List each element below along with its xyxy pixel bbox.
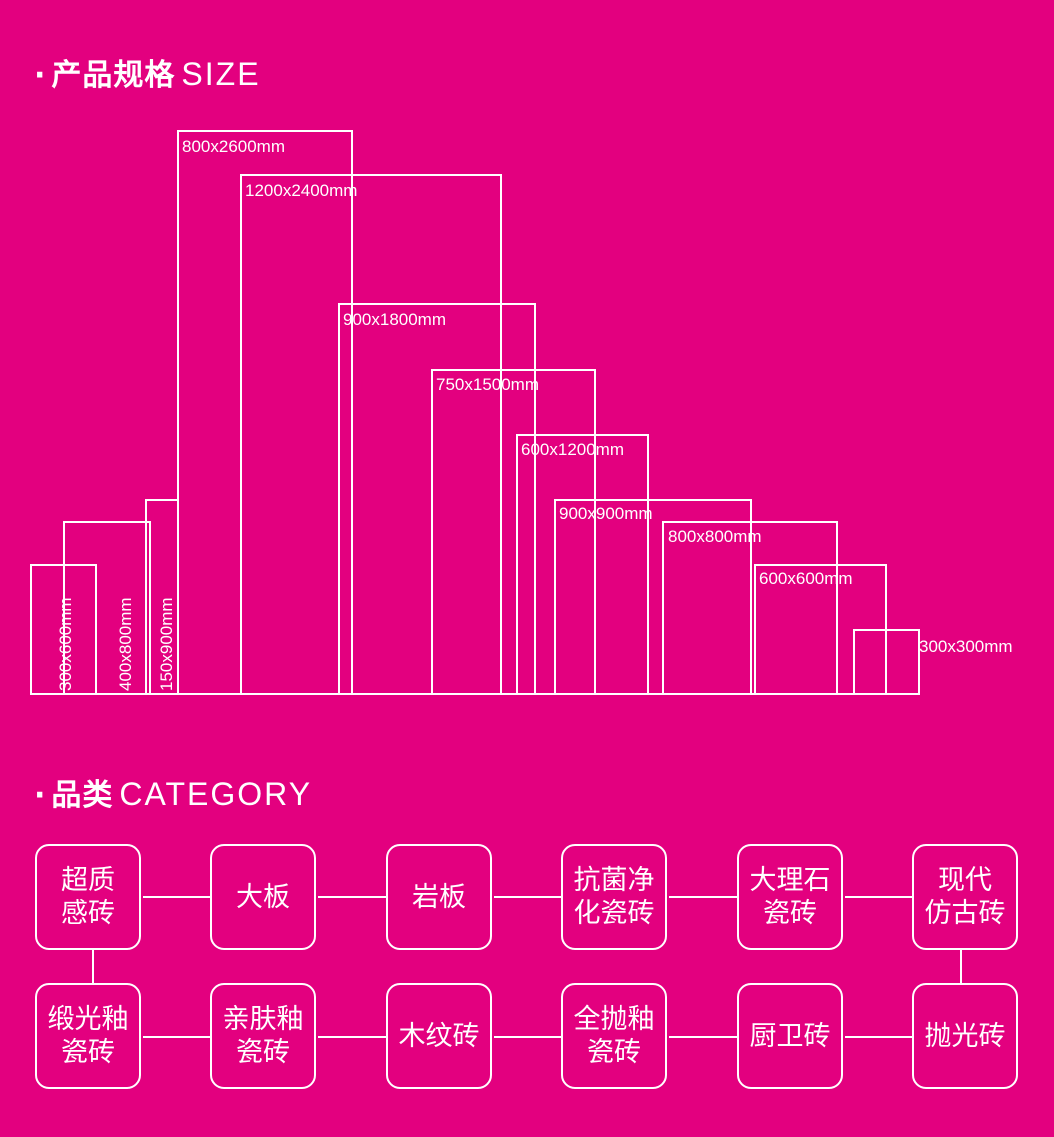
category-label: 大板 xyxy=(236,881,290,913)
tile-size-label: 600x1200mm xyxy=(521,440,624,459)
tile-size-label: 900x1800mm xyxy=(343,310,446,329)
tile-outline xyxy=(431,369,596,694)
category-box[interactable]: 厨卫砖 xyxy=(737,983,843,1089)
category-label: 亲肤釉 瓷砖 xyxy=(222,1004,304,1068)
size-title-en: SIZE xyxy=(181,56,261,92)
category-box[interactable]: 大板 xyxy=(210,844,316,950)
tile-size-label: 300x600mm xyxy=(56,597,75,691)
category-box[interactable]: 缎光釉 瓷砖 xyxy=(35,983,141,1089)
tile-outline xyxy=(338,303,536,694)
tile-size-label: 800x800mm xyxy=(668,527,762,546)
tile-size-label: 800x2600mm xyxy=(182,137,285,156)
tile-size-label: 1200x2400mm xyxy=(245,181,357,200)
category-label: 大理石 瓷砖 xyxy=(749,865,831,929)
category-box[interactable]: 岩板 xyxy=(386,844,492,950)
tile-size-label: 400x800mm xyxy=(116,597,135,691)
tile-outline xyxy=(662,521,838,694)
category-label: 全抛釉 瓷砖 xyxy=(573,1004,655,1068)
category-label: 厨卫砖 xyxy=(749,1020,831,1052)
category-box[interactable]: 超质 感砖 xyxy=(35,844,141,950)
category-box[interactable]: 全抛釉 瓷砖 xyxy=(561,983,667,1089)
tile-size-label: 150x900mm xyxy=(157,597,176,691)
size-section-title: · 产品规格 SIZE xyxy=(34,50,261,94)
category-box[interactable]: 木纹砖 xyxy=(386,983,492,1089)
category-title-zh: 品类 xyxy=(51,778,114,813)
size-title-bullet: · xyxy=(34,58,46,93)
category-box[interactable]: 大理石 瓷砖 xyxy=(737,844,843,950)
size-title-zh: 产品规格 xyxy=(51,58,176,93)
tile-size-label: 900x900mm xyxy=(559,504,653,523)
tile-outline xyxy=(63,521,151,694)
tile-size-label: 300x300mm xyxy=(919,637,1013,656)
tile-size-label: 600x600mm xyxy=(759,569,853,588)
category-label: 缎光釉 瓷砖 xyxy=(47,1004,129,1068)
category-label: 岩板 xyxy=(412,881,466,913)
tile-outline xyxy=(554,499,752,694)
category-section-title: · 品类 CATEGORY xyxy=(34,770,312,814)
category-label: 超质 感砖 xyxy=(61,865,115,929)
category-label: 抛光砖 xyxy=(924,1020,1006,1052)
tile-size-diagram: 300x600mm 400x800mm 150x900mm 800x2600mm 120… xyxy=(30,130,1013,695)
tile-outline xyxy=(853,629,920,694)
tile-outline xyxy=(177,130,353,694)
tile-outline xyxy=(240,174,502,694)
category-box[interactable]: 亲肤釉 瓷砖 xyxy=(210,983,316,1089)
category-box[interactable]: 抗菌净 化瓷砖 xyxy=(561,844,667,950)
category-box[interactable]: 现代 仿古砖 xyxy=(912,844,1018,950)
tile-outline xyxy=(516,434,649,694)
category-label: 现代 仿古砖 xyxy=(924,865,1006,929)
category-label: 抗菌净 化瓷砖 xyxy=(573,865,655,929)
category-label: 木纹砖 xyxy=(398,1020,480,1052)
category-box[interactable]: 抛光砖 xyxy=(912,983,1018,1089)
category-connectors xyxy=(92,896,962,1038)
category-title-en: CATEGORY xyxy=(119,776,313,812)
tile-size-label: 750x1500mm xyxy=(436,375,539,394)
category-title-bullet: · xyxy=(34,778,46,813)
